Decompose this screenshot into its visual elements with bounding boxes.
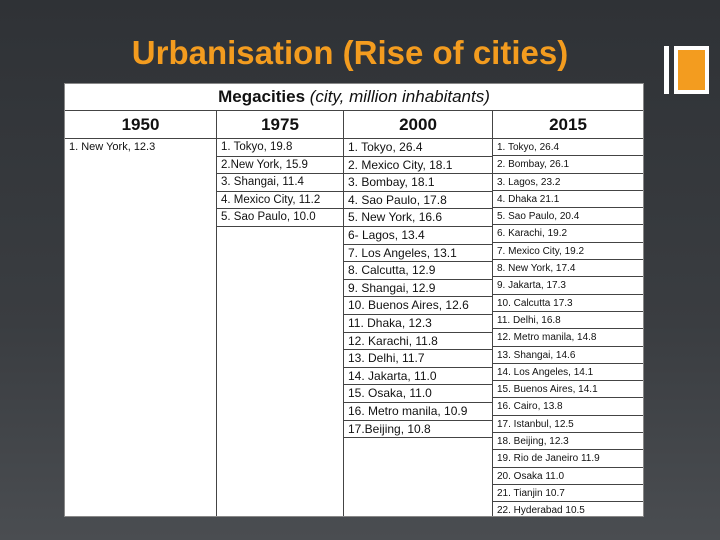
- table-cell: 16. Cairo, 13.8: [493, 398, 643, 416]
- table-cell: 1. Tokyo, 26.4: [344, 139, 492, 157]
- table-cell: 3. Lagos, 23.2: [493, 174, 643, 191]
- table-cell: 15. Buenos Aires, 14.1: [493, 381, 643, 399]
- table-cell: 20. Osaka 11.0: [493, 468, 643, 485]
- table-cell: 11. Dhaka, 12.3: [344, 315, 492, 333]
- table-cell: 1. Tokyo, 19.8: [217, 139, 343, 157]
- table-cell: 9. Jakarta, 17.3: [493, 277, 643, 295]
- table-cell: 13. Delhi, 11.7: [344, 350, 492, 368]
- decorative-bar-thick: [674, 46, 709, 94]
- table-cell: 22. Hyderabad 10.5: [493, 502, 643, 516]
- table-cell: 4. Mexico City, 11.2: [217, 192, 343, 210]
- table-cell: 14. Jakarta, 11.0: [344, 368, 492, 386]
- table-cell: 10. Buenos Aires, 12.6: [344, 297, 492, 315]
- table-cell: 3. Shangai, 11.4: [217, 174, 343, 192]
- table-cell: 3. Bombay, 18.1: [344, 174, 492, 192]
- table-cell: 18. Beijing, 12.3: [493, 433, 643, 451]
- table-cell: 10. Calcutta 17.3: [493, 295, 643, 312]
- table-cell: 7. Los Angeles, 13.1: [344, 245, 492, 263]
- table-cell: 17. Istanbul, 12.5: [493, 416, 643, 434]
- table-cell: 14. Los Angeles, 14.1: [493, 364, 643, 382]
- table-title-sub: (city, million inhabitants): [309, 87, 490, 106]
- column-1975: 1975 1. Tokyo, 19.8 2.New York, 15.9 3. Sh…: [217, 111, 344, 516]
- column-2000: 2000 1. Tokyo, 26.4 2. Mexico City, 18.1 3…: [344, 111, 493, 516]
- table-title: Megacities (city, million inhabitants): [65, 84, 643, 110]
- table-cell: 12. Karachi, 11.8: [344, 333, 492, 351]
- table-cell: 5. Sao Paulo, 10.0: [217, 209, 343, 227]
- table-cell: 6. Karachi, 19.2: [493, 225, 643, 243]
- decorative-bar-thin: [664, 46, 669, 94]
- column-header: 2015: [493, 111, 643, 139]
- table-cell: 1. New York, 12.3: [69, 141, 156, 153]
- table-columns: 1950 1. New York, 12.3 1975 1. Tokyo, 19…: [65, 110, 643, 516]
- table-cell: 11. Delhi, 16.8: [493, 312, 643, 330]
- table-cell: 7. Mexico City, 19.2: [493, 243, 643, 261]
- table-cell: 4. Sao Paulo, 17.8: [344, 192, 492, 210]
- column-header: 1950: [65, 111, 216, 139]
- megacities-table: Megacities (city, million inhabitants) 1…: [64, 83, 644, 517]
- table-title-main: Megacities: [218, 87, 306, 106]
- table-cell: 5. Sao Paulo, 20.4: [493, 208, 643, 226]
- table-cell: 21. Tianjin 10.7: [493, 485, 643, 503]
- table-cell: 12. Metro manila, 14.8: [493, 329, 643, 347]
- table-cell: 16. Metro manila, 10.9: [344, 403, 492, 421]
- column-header: 1975: [217, 111, 343, 139]
- table-cell: 8. Calcutta, 12.9: [344, 262, 492, 280]
- slide-title: Urbanisation (Rise of cities): [131, 34, 569, 71]
- table-cell: 2. Bombay, 26.1: [493, 156, 643, 174]
- table-cell: 4. Dhaka 21.1: [493, 191, 643, 209]
- table-cell: 2. Mexico City, 18.1: [344, 157, 492, 175]
- table-cell: 13. Shangai, 14.6: [493, 347, 643, 364]
- table-cell: 15. Osaka, 11.0: [344, 385, 492, 403]
- column-1950: 1950 1. New York, 12.3: [65, 111, 217, 516]
- table-cell: 8. New York, 17.4: [493, 260, 643, 278]
- table-cell: 9. Shangai, 12.9: [344, 280, 492, 298]
- table-cell: 2.New York, 15.9: [217, 157, 343, 175]
- table-cell: 1. Tokyo, 26.4: [493, 139, 643, 157]
- column-2015: 2015 1. Tokyo, 26.4 2. Bombay, 26.1 3. Lag…: [493, 111, 643, 516]
- table-cell: 5. New York, 16.6: [344, 209, 492, 227]
- column-header: 2000: [344, 111, 492, 139]
- table-cell: 17.Beijing, 10.8: [344, 421, 492, 439]
- table-cell: 6- Lagos, 13.4: [344, 227, 492, 245]
- table-cell: 19. Rio de Janeiro 11.9: [493, 450, 643, 468]
